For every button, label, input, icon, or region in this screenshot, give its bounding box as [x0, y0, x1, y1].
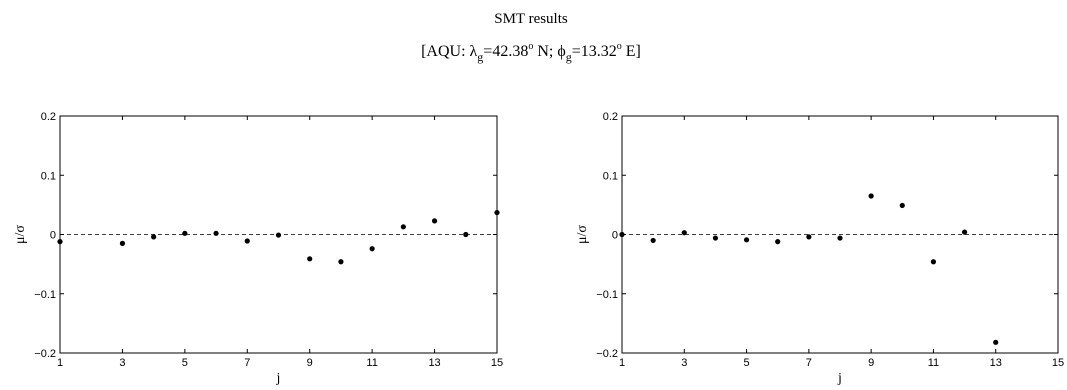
- data-point: [494, 209, 500, 216]
- data-point: [930, 259, 937, 265]
- data-point: [681, 230, 687, 236]
- data-point: [806, 234, 812, 240]
- y-tick-label: 0: [50, 230, 56, 242]
- lambda-symbol: λ: [470, 43, 478, 60]
- data-point: [369, 246, 375, 252]
- x-axis-label: j: [837, 371, 842, 386]
- figure-title: SMT results: [494, 11, 568, 27]
- y-axis-label: μ/σ: [13, 225, 28, 244]
- phi-symbol: ϕ: [557, 43, 565, 60]
- y-tick-label: 0.1: [603, 170, 618, 182]
- data-point: [275, 232, 282, 238]
- x-tick-label: 15: [1052, 357, 1064, 369]
- data-point: [400, 224, 406, 230]
- data-point: [837, 235, 843, 241]
- phi-subscript: g: [566, 50, 572, 64]
- data-point: [213, 230, 219, 236]
- data-point: [650, 237, 656, 244]
- data-point: [182, 230, 188, 236]
- y-tick-label: 0.2: [41, 111, 56, 123]
- x-tick-label: 11: [366, 357, 377, 369]
- data-point: [431, 218, 438, 224]
- x-tick-label: 1: [57, 357, 63, 369]
- x-tick-label: 11: [928, 357, 939, 369]
- data-point: [57, 239, 63, 245]
- data-point: [868, 193, 874, 199]
- data-point: [151, 234, 157, 240]
- y-tick-label: −0.1: [34, 289, 56, 301]
- x-tick-label: 7: [244, 357, 250, 369]
- subtitle-prefix: [AQU:: [421, 43, 469, 60]
- phi-unit: E]: [622, 43, 641, 60]
- data-point: [463, 231, 469, 238]
- x-tick-label: 13: [990, 357, 1002, 369]
- x-tick-label: 7: [806, 357, 812, 369]
- scatter-panel-left: 1 3 5 7 9 11 13 15−0.2−0.100.10.2jμ/σ: [13, 111, 503, 386]
- x-tick-label: 15: [491, 357, 503, 369]
- lambda-value: =42.38: [483, 43, 528, 60]
- y-tick-label: −0.2: [34, 348, 56, 360]
- phi-degree: o: [617, 41, 622, 52]
- data-point: [338, 259, 344, 265]
- x-tick-label: 13: [428, 357, 440, 369]
- lambda-unit: N;: [533, 43, 557, 60]
- x-tick-label: 9: [307, 357, 313, 369]
- x-axis-label: j: [276, 371, 281, 386]
- data-point: [619, 231, 625, 238]
- y-tick-label: 0.2: [603, 111, 618, 123]
- data-point: [119, 240, 126, 246]
- y-tick-label: −0.1: [596, 289, 618, 301]
- x-tick-label: 5: [744, 357, 750, 369]
- y-tick-label: 0.1: [41, 170, 56, 182]
- data-point: [244, 238, 250, 244]
- x-tick-label: 5: [182, 357, 188, 369]
- x-tick-label: 3: [681, 357, 687, 369]
- data-point: [775, 239, 781, 245]
- scatter-panel-right: 1 3 5 7 9 11 13 15−0.2−0.100.10.2jμ/σ: [575, 111, 1064, 386]
- data-point: [993, 339, 999, 345]
- data-point: [712, 235, 719, 241]
- phi-value: =13.32: [572, 43, 617, 60]
- x-tick-label: 1: [619, 357, 625, 369]
- data-point: [743, 237, 750, 243]
- x-tick-label: 3: [119, 357, 125, 369]
- y-axis-label: μ/σ: [575, 225, 590, 244]
- lambda-degree: o: [528, 41, 533, 52]
- y-tick-label: 0: [612, 230, 618, 242]
- data-point: [961, 229, 968, 235]
- lambda-subscript: g: [477, 50, 483, 64]
- data-point: [899, 202, 905, 209]
- data-point: [307, 256, 313, 262]
- figure-subtitle: [AQU: λg=42.38o N; ϕg=13.32o E]: [421, 41, 641, 64]
- y-tick-label: −0.2: [596, 348, 618, 360]
- x-tick-label: 9: [868, 357, 874, 369]
